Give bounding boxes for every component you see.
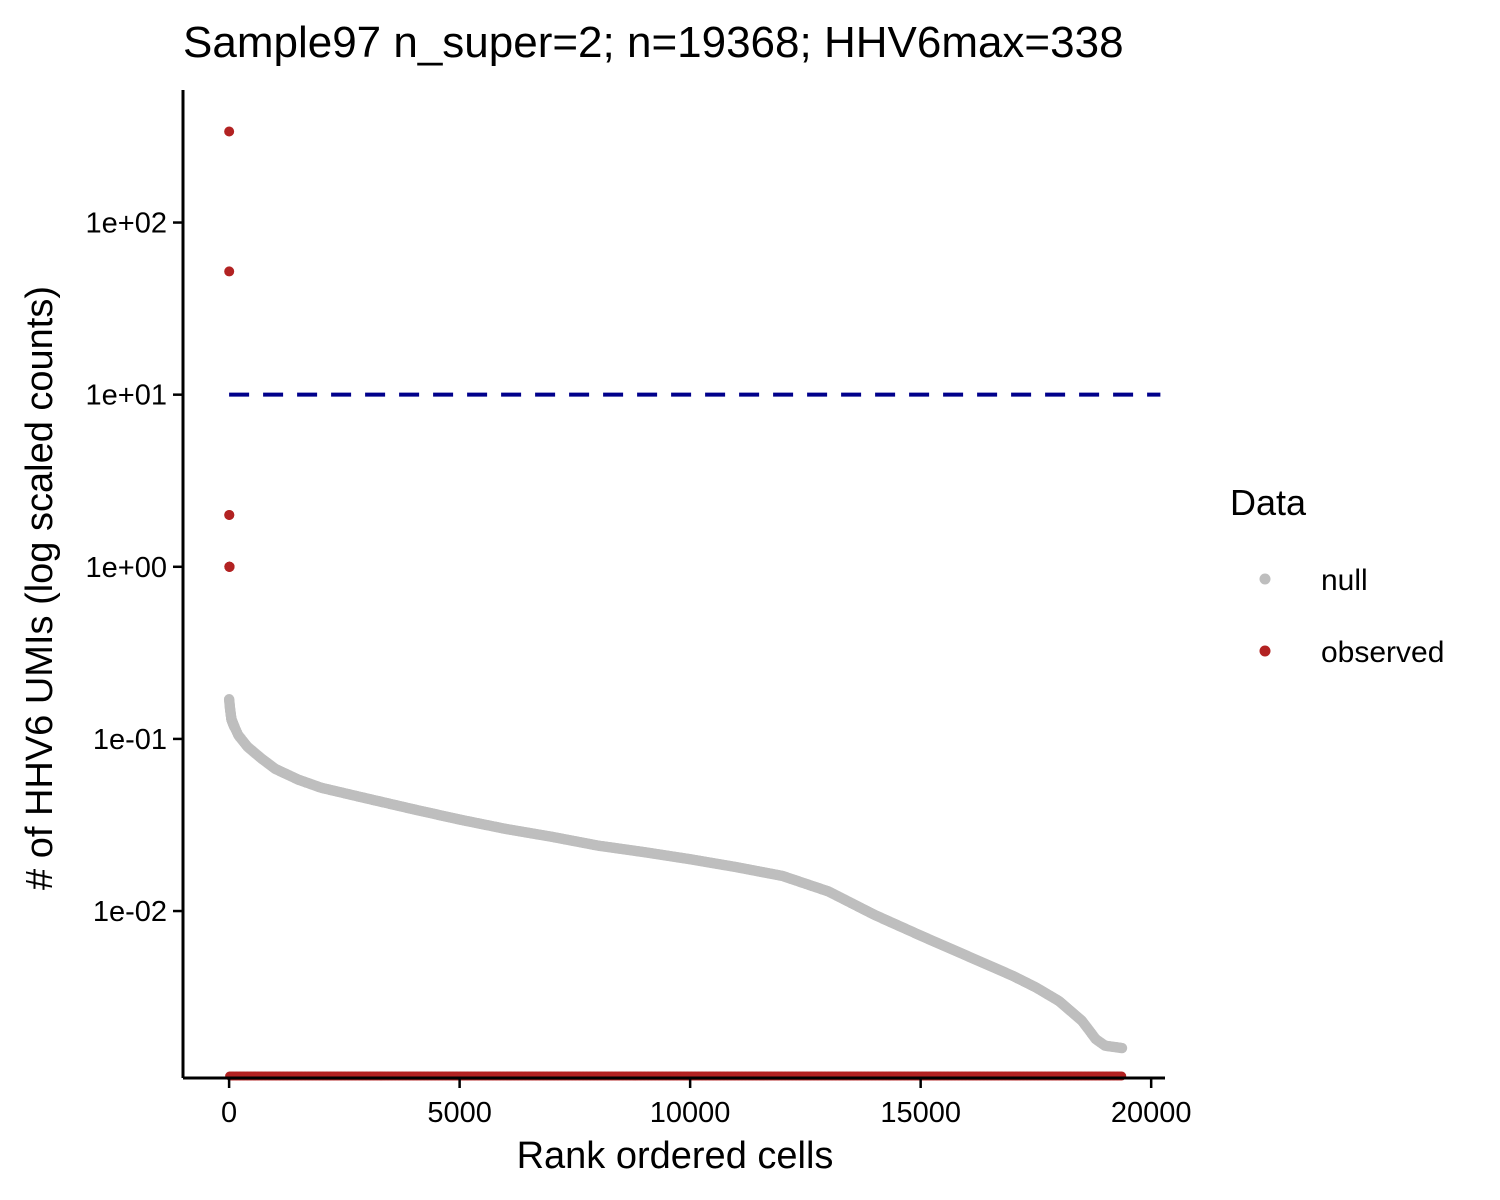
x-tick-label: 20000 bbox=[1111, 1097, 1192, 1129]
legend-label-observed: observed bbox=[1321, 636, 1444, 669]
y-tick-label: 1e-01 bbox=[93, 724, 167, 756]
y-tick-label: 1e-02 bbox=[93, 896, 167, 928]
x-tick-label: 0 bbox=[221, 1097, 237, 1129]
y-axis-label: # of HHV6 UMIs (log scaled counts) bbox=[19, 286, 61, 890]
axes: 0 5000 10000 15000 20000 1e-02 1e-01 1e+00 1e+01… bbox=[86, 90, 1192, 1129]
null-point bbox=[1116, 1042, 1128, 1054]
observed-point bbox=[224, 266, 235, 277]
y-tick-label: 1e+02 bbox=[86, 208, 167, 240]
legend-title: Data bbox=[1230, 482, 1307, 523]
observed-point bbox=[224, 509, 235, 520]
chart-title: Sample97 n_super=2; n=19368; HHV6max=338 bbox=[183, 18, 1124, 67]
series-null bbox=[223, 694, 1128, 1054]
y-tick-label: 1e+01 bbox=[86, 380, 167, 412]
legend: Data null observed bbox=[1230, 482, 1444, 669]
x-tick-label: 5000 bbox=[427, 1097, 492, 1129]
legend-key-observed bbox=[1259, 645, 1271, 657]
series-observed bbox=[224, 126, 1127, 1081]
plot-area bbox=[223, 126, 1161, 1081]
legend-key-null bbox=[1259, 573, 1271, 585]
legend-label-null: null bbox=[1321, 564, 1368, 597]
x-tick-label: 10000 bbox=[650, 1097, 731, 1129]
y-tick-label: 1e+00 bbox=[86, 552, 167, 584]
observed-point bbox=[224, 561, 235, 572]
observed-point bbox=[224, 126, 235, 137]
x-tick-label: 15000 bbox=[880, 1097, 961, 1129]
x-axis-label: Rank ordered cells bbox=[517, 1135, 834, 1177]
